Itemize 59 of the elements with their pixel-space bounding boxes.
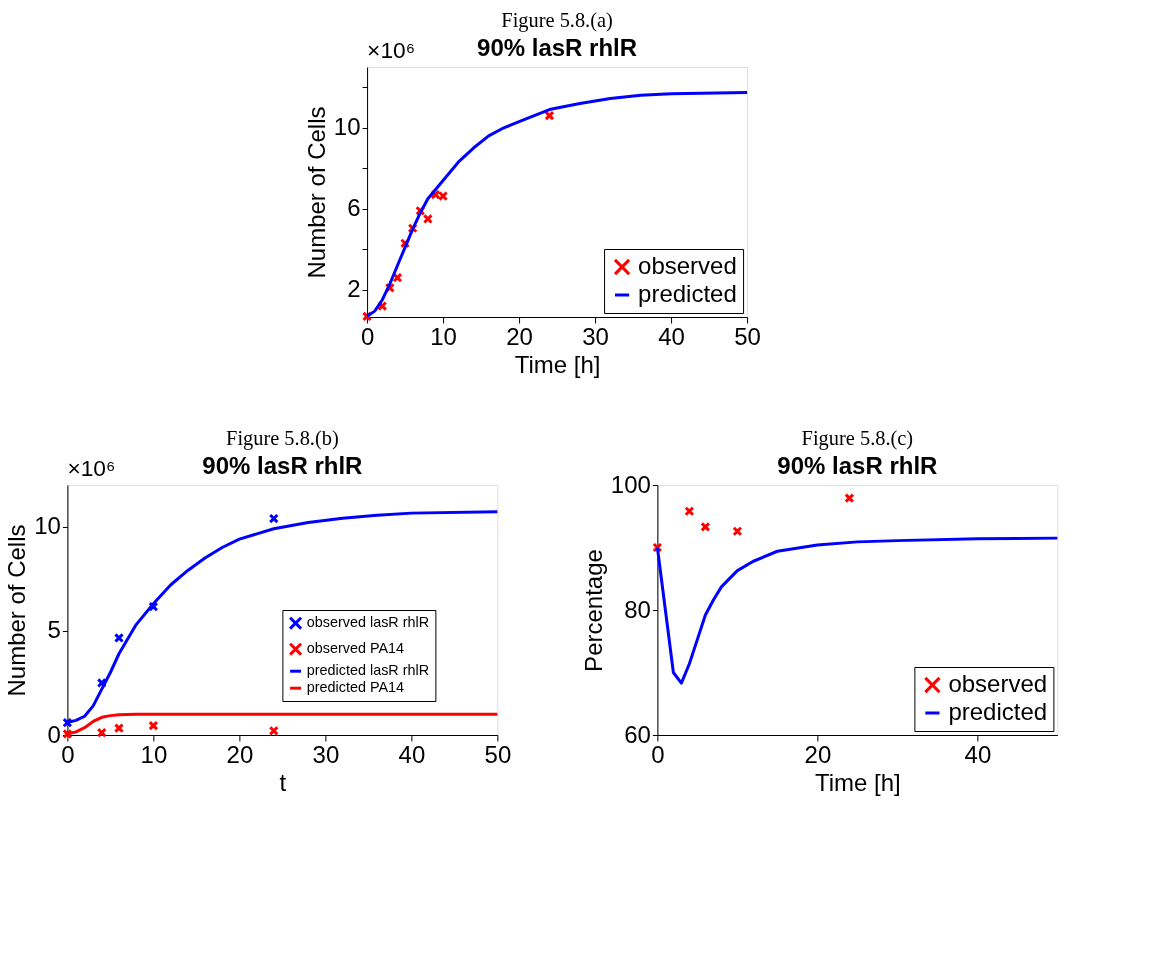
y-tick-label: 6 xyxy=(347,194,361,222)
point xyxy=(113,723,125,734)
chart-title: 90% lasR rhlR xyxy=(777,452,938,479)
point xyxy=(96,677,107,688)
caption: Figure 5.8.(a) xyxy=(501,9,613,32)
y-axis-title: Number of Cells xyxy=(302,106,330,279)
point xyxy=(684,506,695,517)
y-axis-title: Number of Cells xyxy=(3,524,31,697)
text: ×10⁶ xyxy=(367,37,416,63)
y-tick-label: 0 xyxy=(47,720,61,748)
point xyxy=(113,632,125,643)
point xyxy=(544,110,555,121)
point xyxy=(148,601,159,612)
point xyxy=(268,725,279,736)
caption: Figure 5.8.(c) xyxy=(801,427,914,450)
x-axis-title: t xyxy=(279,768,287,796)
y-axis-title: Percentage xyxy=(579,549,607,672)
y-tick-label: 5 xyxy=(47,616,61,644)
y-tick-label: 100 xyxy=(610,470,651,498)
chart-title: 90% lasR rhlR xyxy=(202,452,363,479)
x-tick-label: 40 xyxy=(658,322,685,350)
point xyxy=(422,213,433,224)
legend-label: predicted xyxy=(948,698,1048,725)
x-axis-title: Time [h] xyxy=(514,350,601,378)
chart-title: 90% lasR rhlR xyxy=(477,34,638,61)
legend-label: observed xyxy=(948,670,1048,697)
x-tick-label: 50 xyxy=(484,740,512,768)
x-tick-label: 40 xyxy=(964,740,992,768)
y-tick-label: 80 xyxy=(624,595,651,623)
text: ×10⁶ xyxy=(67,455,116,481)
legend-label: observed xyxy=(638,252,737,279)
x-axis-title: Time [h] xyxy=(814,768,901,796)
legend-label: predicted xyxy=(638,280,737,307)
y-tick-label: 2 xyxy=(347,275,361,303)
caption: Figure 5.8.(b) xyxy=(226,427,339,450)
point xyxy=(844,493,855,504)
point xyxy=(732,526,743,537)
point xyxy=(268,513,279,524)
point xyxy=(700,521,711,532)
x-tick-label: 10 xyxy=(140,740,168,768)
point xyxy=(148,720,159,731)
x-tick-label: 10 xyxy=(430,322,457,350)
point xyxy=(392,272,403,283)
point xyxy=(438,191,449,202)
y-tick-label: 10 xyxy=(34,512,61,540)
legend-label: predicted PA14 xyxy=(306,679,405,696)
point xyxy=(96,727,107,738)
y-tick-label: 10 xyxy=(333,113,361,141)
x-tick-label: 50 xyxy=(734,322,761,350)
x-tick-label: 20 xyxy=(804,740,832,768)
x-tick-label: 40 xyxy=(398,740,426,768)
legend-label: observed lasR rhlR xyxy=(306,614,430,631)
x-tick-label: 30 xyxy=(582,322,609,350)
x-tick-label: 20 xyxy=(226,740,254,768)
legend-label: predicted lasR rhlR xyxy=(306,662,430,679)
x-tick-label: 30 xyxy=(312,740,340,768)
x-tick-label: 20 xyxy=(506,322,533,350)
y-tick-label: 60 xyxy=(624,720,651,748)
legend-label: observed PA14 xyxy=(306,640,405,657)
